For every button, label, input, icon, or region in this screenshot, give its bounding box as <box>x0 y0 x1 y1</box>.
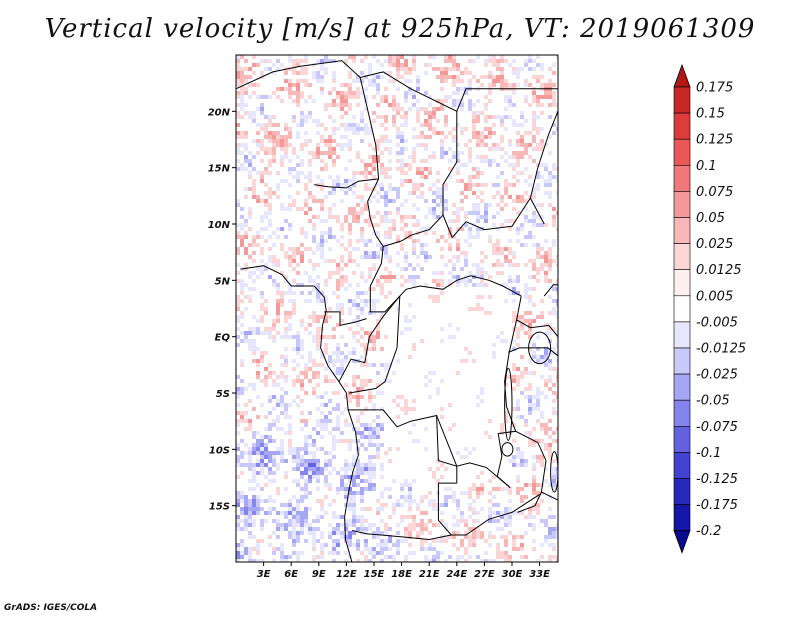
colorbar-swatch <box>673 217 691 244</box>
map-title: Vertical velocity [m/s] at 925hPa, VT: 2… <box>44 14 756 44</box>
lat-tick-label: 10N <box>208 220 231 231</box>
lon-tick-label: 3E <box>257 569 271 580</box>
colorbar-swatch <box>673 86 691 114</box>
colorbar-swatch <box>673 504 691 532</box>
colorbar-swatch <box>673 112 691 140</box>
colorbar-min-arrow <box>673 530 691 554</box>
grads-credit: GrADS: IGES/COLA <box>4 603 98 613</box>
country-borders <box>236 60 558 562</box>
colorbar-label: -0.0125 <box>696 342 746 357</box>
colorbar-swatch <box>673 452 691 479</box>
colorbar-label: -0.05 <box>696 394 730 409</box>
lon-tick-label: 6E <box>284 569 298 580</box>
lon-tick-label: 33E <box>529 569 550 580</box>
colorbar-label: 0.005 <box>696 289 733 304</box>
lon-tick-label: 15E <box>364 569 385 580</box>
colorbar-swatch <box>673 269 691 297</box>
colorbar-swatch <box>673 191 691 218</box>
colorbar-label: 0.0125 <box>696 263 742 278</box>
colorbar-swatch <box>673 321 691 349</box>
colorbar: 0.175 0.15 0.125 0.1 0.075 0.05 0.025 0.0125 0.0… <box>673 63 746 554</box>
colorbar-swatch <box>673 165 691 192</box>
colorbar-label: -0.075 <box>696 420 738 435</box>
lat-tick-label: 15N <box>208 164 231 175</box>
velocity-field <box>236 55 558 562</box>
colorbar-label: 0.025 <box>696 237 733 252</box>
plot-frame <box>235 54 559 563</box>
colorbar-swatch <box>673 347 691 375</box>
colorbar-label: 0.1 <box>696 159 717 174</box>
colorbar-label: -0.175 <box>696 498 738 513</box>
colorbar-swatch <box>673 295 691 323</box>
lat-tick-label: 15S <box>209 502 230 513</box>
colorbar-swatch <box>673 243 691 271</box>
lon-tick-label: 21E <box>419 569 440 580</box>
colorbar-label: 0.075 <box>696 185 733 200</box>
colorbar-label: 0.125 <box>696 133 733 148</box>
colorbar-label: -0.2 <box>696 524 721 539</box>
colorbar-label: -0.1 <box>696 446 721 461</box>
colorbar-label: -0.125 <box>696 472 738 487</box>
colorbar-swatch <box>673 138 691 166</box>
colorbar-swatch <box>673 425 691 453</box>
colorbar-swatch <box>673 399 691 427</box>
colorbar-label: 0.175 <box>696 81 733 96</box>
colorbar-label: -0.005 <box>696 315 738 330</box>
lat-tick-label: 5N <box>215 276 231 287</box>
lon-tick-label: 12E <box>336 569 357 580</box>
colorbar-swatch <box>673 478 691 505</box>
colorbar-max-arrow <box>673 63 691 88</box>
colorbar-swatch <box>673 373 691 401</box>
lon-tick-label: 30E <box>502 569 523 580</box>
lat-tick-label: EQ <box>215 333 231 344</box>
lon-tick-label: 9E <box>312 569 326 580</box>
latitude-axis: 20N 15N 10N 5N EQ 5S 10S 15S <box>208 107 236 513</box>
colorbar-label: -0.025 <box>696 368 738 383</box>
lat-tick-label: 20N <box>208 107 231 118</box>
colorbar-label: 0.05 <box>696 211 725 226</box>
lat-tick-label: 10S <box>209 445 230 456</box>
longitude-axis: 3E 6E 9E 12E 15E 18E 21E 24E 27E 30E 33E <box>257 562 550 580</box>
lon-tick-label: 27E <box>474 569 495 580</box>
lon-tick-label: 18E <box>391 569 412 580</box>
colorbar-label: 0.15 <box>696 107 725 122</box>
lat-tick-label: 5S <box>216 389 230 400</box>
lon-tick-label: 24E <box>446 569 467 580</box>
